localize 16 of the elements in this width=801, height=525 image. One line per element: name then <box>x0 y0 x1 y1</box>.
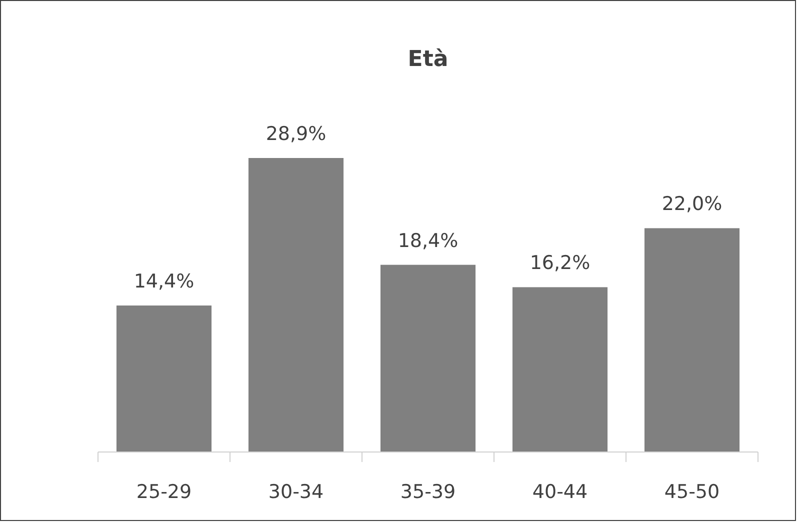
x-tick-label: 45-50 <box>664 481 720 503</box>
data-label: 18,4% <box>398 230 458 252</box>
x-tick-label: 40-44 <box>532 481 588 503</box>
bar <box>248 158 344 452</box>
data-label: 16,2% <box>530 252 590 274</box>
x-tick-label: 25-29 <box>136 481 192 503</box>
data-label: 22,0% <box>662 193 722 216</box>
bar <box>116 306 212 452</box>
data-label: 28,9% <box>266 123 326 145</box>
chart-title: Età <box>408 47 448 72</box>
bar <box>512 287 608 452</box>
x-tick-label: 30-34 <box>268 481 324 503</box>
data-label: 14,4% <box>134 270 194 293</box>
bar <box>644 228 740 452</box>
bar <box>380 264 476 452</box>
x-tick-label: 35-39 <box>400 481 456 503</box>
